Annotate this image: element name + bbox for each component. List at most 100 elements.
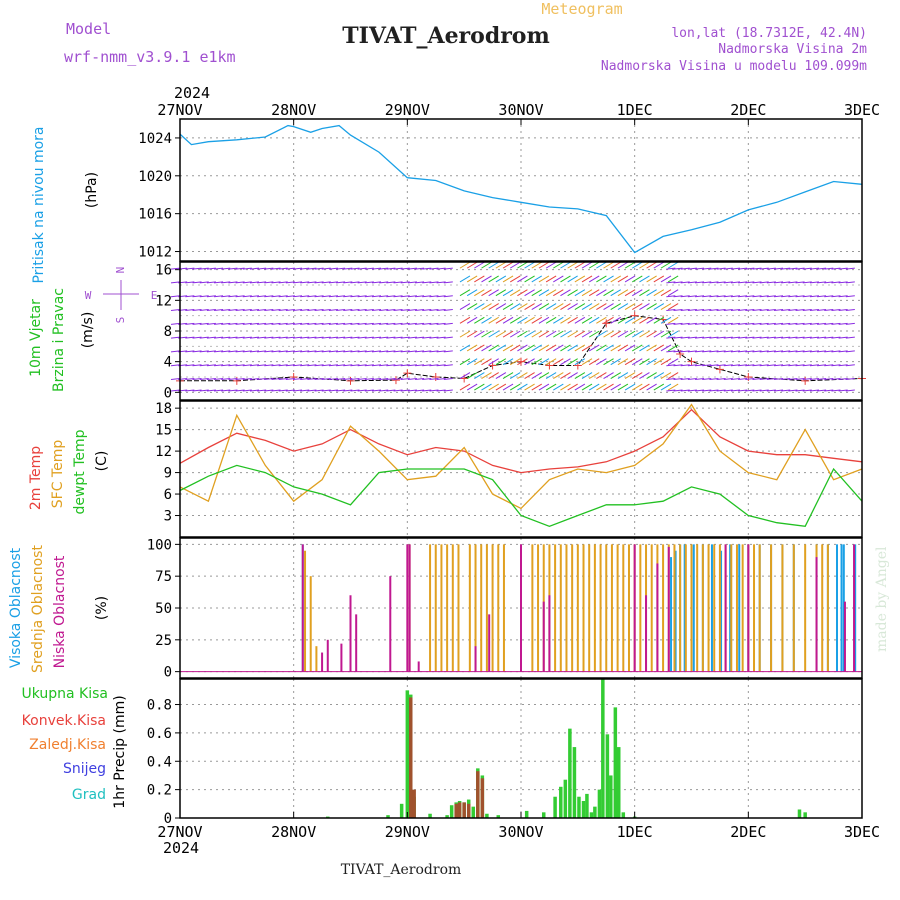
wind-barb bbox=[429, 364, 439, 367]
wind-barb bbox=[639, 358, 650, 366]
bar-konvek bbox=[462, 802, 466, 818]
wind-barb bbox=[680, 389, 690, 392]
wind-barb bbox=[574, 330, 586, 338]
wind-barb bbox=[646, 316, 657, 324]
wind-barb bbox=[624, 344, 636, 352]
wind-barb bbox=[228, 389, 238, 392]
wind-barb bbox=[752, 350, 762, 353]
axis-label: (C) bbox=[94, 451, 110, 472]
wind-barb bbox=[264, 267, 274, 270]
wind-barb bbox=[680, 336, 690, 339]
wind-barb bbox=[242, 281, 252, 284]
wind-barb bbox=[824, 336, 834, 339]
wind-barb bbox=[285, 309, 295, 312]
wind-barb bbox=[206, 336, 216, 339]
wind-barb bbox=[400, 364, 410, 367]
wind-barb bbox=[278, 281, 288, 284]
wind-barb bbox=[443, 267, 453, 270]
wind-barb bbox=[581, 261, 593, 269]
ytick-label: 0 bbox=[164, 665, 172, 681]
wind-barb bbox=[422, 309, 432, 312]
wind-barb bbox=[264, 295, 274, 298]
bar-total bbox=[797, 809, 802, 818]
wind-barb bbox=[639, 330, 650, 338]
wind-barb bbox=[752, 378, 762, 381]
ytick-label: 75 bbox=[155, 569, 172, 585]
wind-barb bbox=[680, 267, 690, 270]
ytick-label: 18 bbox=[155, 401, 172, 417]
wind-barb bbox=[336, 350, 346, 353]
wind-barb bbox=[666, 322, 676, 325]
wind-barb bbox=[596, 372, 607, 379]
wind-barb bbox=[581, 372, 593, 379]
wind-barb bbox=[364, 364, 374, 367]
wind-barb bbox=[321, 378, 331, 381]
wind-barb bbox=[257, 322, 267, 325]
wind-barb bbox=[603, 261, 614, 269]
wind-barb bbox=[328, 364, 338, 367]
wind-barb bbox=[495, 316, 507, 324]
wind-barb bbox=[336, 281, 346, 284]
wind-barb bbox=[730, 295, 741, 298]
wind-barb bbox=[766, 295, 776, 298]
bar-sred bbox=[559, 544, 562, 672]
wind-barb bbox=[307, 281, 317, 284]
wind-barb bbox=[838, 309, 848, 312]
wind-barb bbox=[249, 364, 260, 367]
wind-barb bbox=[667, 316, 679, 324]
wind-barb bbox=[581, 330, 593, 338]
wind-barb bbox=[745, 309, 755, 312]
speed-point bbox=[403, 369, 412, 378]
wind-barb bbox=[495, 372, 507, 379]
wind-barb bbox=[407, 364, 417, 367]
wind-barb bbox=[809, 322, 819, 325]
bar-sred bbox=[605, 544, 608, 672]
legend-zaledj: Zaledj.Kisa bbox=[29, 737, 106, 753]
wind-barb bbox=[588, 316, 600, 324]
wind-barb bbox=[687, 364, 697, 367]
wind-barb bbox=[560, 316, 571, 324]
wind-barb bbox=[185, 322, 195, 325]
xtick-label-top: 30NOV bbox=[498, 101, 543, 119]
wind-barb bbox=[730, 309, 741, 312]
wind-barb bbox=[192, 378, 202, 381]
wind-barb bbox=[581, 344, 593, 352]
wind-barb bbox=[379, 364, 389, 367]
wind-barb bbox=[667, 358, 679, 366]
wind-barb bbox=[824, 281, 834, 284]
wind-barb bbox=[646, 358, 657, 366]
wind-barb bbox=[709, 350, 719, 353]
wind-barb bbox=[386, 350, 396, 353]
wind-barb bbox=[393, 389, 403, 392]
wind-barb bbox=[759, 295, 769, 298]
wind-barb bbox=[766, 389, 776, 392]
wind-barb bbox=[285, 336, 295, 339]
wind-barb bbox=[502, 303, 514, 310]
wind-barb bbox=[235, 295, 245, 298]
bar-nis bbox=[326, 639, 329, 672]
speed-point bbox=[687, 357, 696, 366]
wind-barb bbox=[687, 322, 697, 325]
wind-barb bbox=[632, 316, 643, 324]
bar-sred bbox=[480, 544, 483, 672]
wind-barb bbox=[553, 303, 564, 310]
wind-barb bbox=[695, 281, 705, 284]
wind-barb bbox=[488, 261, 499, 269]
wind-barb bbox=[386, 364, 396, 367]
bar-sred bbox=[502, 544, 505, 672]
wind-barb bbox=[653, 261, 665, 269]
wind-barb bbox=[603, 316, 614, 324]
bar-nis bbox=[340, 643, 343, 672]
wind-barb bbox=[509, 289, 521, 297]
wind-barb bbox=[553, 330, 564, 338]
wind-barb bbox=[371, 322, 382, 325]
wind-barb bbox=[781, 389, 791, 392]
wind-barb bbox=[502, 289, 514, 297]
wind-barb bbox=[249, 389, 260, 392]
wind-barb bbox=[567, 275, 578, 283]
wind-barb bbox=[271, 389, 281, 392]
bar-total bbox=[445, 815, 449, 818]
wind-barb bbox=[809, 295, 819, 298]
bar-total bbox=[563, 779, 568, 818]
wind-barb bbox=[292, 267, 303, 270]
